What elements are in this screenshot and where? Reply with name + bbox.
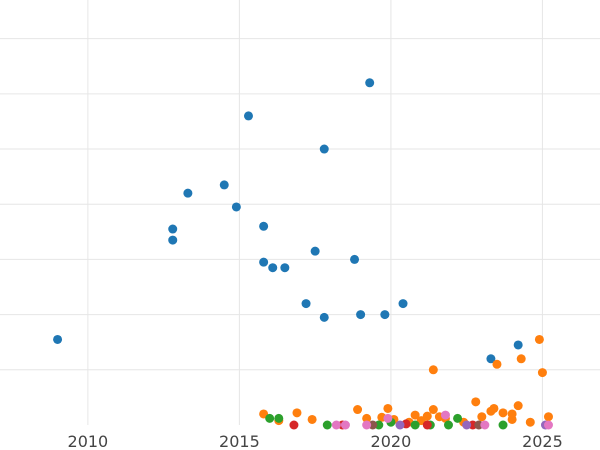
data-point <box>428 365 438 375</box>
data-point <box>274 413 284 423</box>
data-point <box>513 340 523 350</box>
data-point <box>362 420 372 430</box>
data-point <box>243 111 253 121</box>
data-point <box>292 408 302 418</box>
data-point <box>183 188 193 198</box>
data-point <box>492 359 502 369</box>
data-point <box>231 202 241 212</box>
data-point <box>307 414 317 424</box>
data-point <box>319 312 329 322</box>
data-point <box>265 413 275 423</box>
series-0 <box>53 78 523 364</box>
data-point <box>168 235 178 245</box>
data-point <box>340 420 350 430</box>
data-point <box>498 420 508 430</box>
data-point <box>301 299 311 309</box>
data-point <box>365 78 375 88</box>
data-point <box>331 420 341 430</box>
data-point <box>462 420 472 430</box>
data-point <box>537 368 547 378</box>
grid-layer <box>0 0 600 425</box>
data-point <box>534 334 544 344</box>
data-point <box>380 310 390 320</box>
series-1 <box>259 334 553 427</box>
x-tick-label: 2020 <box>371 432 412 450</box>
x-tick-label: 2010 <box>68 432 109 450</box>
data-point <box>219 180 229 190</box>
data-point <box>259 257 269 267</box>
data-point <box>443 420 453 430</box>
x-axis-ticks: 2010 2015 2020 2025 <box>68 432 563 450</box>
data-point <box>543 412 553 422</box>
data-point <box>471 397 481 407</box>
data-point <box>525 417 535 427</box>
data-point <box>319 144 329 154</box>
data-point <box>410 420 420 430</box>
data-point <box>168 224 178 234</box>
data-point <box>428 405 438 415</box>
series-6 <box>331 410 553 430</box>
data-point <box>353 405 363 415</box>
data-point <box>422 420 432 430</box>
data-point <box>383 413 393 423</box>
data-point <box>486 406 496 416</box>
data-point <box>453 413 463 423</box>
data-point <box>395 420 405 430</box>
data-point <box>268 263 278 273</box>
x-tick-label: 2015 <box>219 432 260 450</box>
data-point <box>513 401 523 411</box>
data-point <box>486 354 496 364</box>
data-point <box>516 354 526 364</box>
data-point <box>410 410 420 420</box>
data-point <box>383 403 393 413</box>
data-point <box>53 334 63 344</box>
data-point <box>280 263 290 273</box>
data-point <box>310 246 320 256</box>
data-point <box>440 410 450 420</box>
data-point <box>350 254 360 264</box>
data-point <box>480 420 490 430</box>
data-point <box>498 408 508 418</box>
data-point <box>477 412 487 422</box>
x-tick-label: 2025 <box>522 432 563 450</box>
data-point <box>507 409 517 419</box>
data-point <box>398 299 408 309</box>
points-layer <box>53 78 553 430</box>
data-point <box>259 221 269 231</box>
data-point <box>543 420 553 430</box>
data-point <box>322 420 332 430</box>
data-point <box>289 420 299 430</box>
data-point <box>422 411 432 421</box>
data-point <box>356 310 366 320</box>
data-point <box>362 413 372 423</box>
